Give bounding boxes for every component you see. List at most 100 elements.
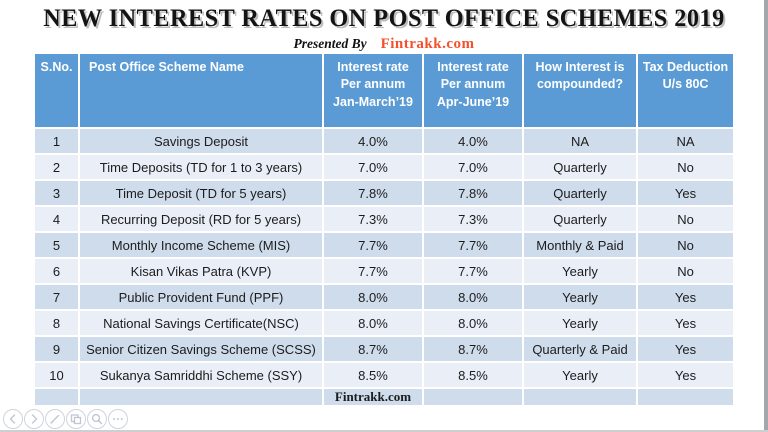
footer-cell — [33, 387, 80, 407]
rate-jan-cell: 7.8% — [322, 179, 424, 207]
tax-cell: Yes — [636, 335, 735, 363]
table-row: 1 Savings Deposit 4.0% 4.0% NA NA — [33, 127, 735, 155]
footer-cell — [422, 387, 524, 407]
table-header-row: S.No. Post Office Scheme Name Interest r… — [33, 52, 735, 129]
sno-cell: 7 — [33, 283, 80, 311]
rate-jan-cell: 8.5% — [322, 361, 424, 389]
next-slide-button[interactable] — [24, 409, 44, 429]
rate-apr-cell: 8.0% — [422, 309, 524, 337]
tax-cell: Yes — [636, 309, 735, 337]
tax-cell: NA — [636, 127, 735, 155]
header-scheme-name: Post Office Scheme Name — [78, 52, 324, 129]
sno-cell: 2 — [33, 153, 80, 181]
presented-by-text: Presented By — [293, 36, 367, 51]
table-row: 7 Public Provident Fund (PPF) 8.0% 8.0% … — [33, 283, 735, 311]
rate-apr-cell: 7.7% — [422, 257, 524, 285]
header-rate-jan-march: Interest rate Per annum Jan-March’19 — [322, 52, 424, 129]
window-edge-right — [764, 0, 768, 432]
tax-cell: No — [636, 153, 735, 181]
compounding-cell: Quarterly — [522, 153, 638, 181]
presented-by-line: Presented By Fintrakk.com — [0, 35, 768, 53]
chevron-right-icon — [24, 409, 44, 429]
scheme-name-cell: National Savings Certificate(NSC) — [78, 309, 324, 337]
header-sno: S.No. — [33, 52, 80, 129]
zoom-into-slide-button[interactable] — [87, 409, 107, 429]
scheme-name-cell: Senior Citizen Savings Scheme (SCSS) — [78, 335, 324, 363]
footer-cell — [78, 387, 324, 407]
slides-stack-icon — [66, 409, 86, 429]
rate-jan-cell: 7.7% — [322, 231, 424, 259]
sno-cell: 6 — [33, 257, 80, 285]
compounding-cell: Quarterly — [522, 179, 638, 207]
table-row: 4 Recurring Deposit (RD for 5 years) 7.3… — [33, 205, 735, 233]
footer-brand-cell: Fintrakk.com — [322, 387, 424, 407]
sno-cell: 8 — [33, 309, 80, 337]
sno-cell: 5 — [33, 231, 80, 259]
header-rate-apr-june: Interest rate Per annum Apr-June’19 — [422, 52, 524, 129]
page-title: NEW INTEREST RATES ON POST OFFICE SCHEME… — [43, 5, 725, 32]
rate-apr-cell: 8.0% — [422, 283, 524, 311]
compounding-cell: Yearly — [522, 283, 638, 311]
rates-table: S.No. Post Office Scheme Name Interest r… — [33, 52, 735, 407]
tax-cell: No — [636, 205, 735, 233]
sno-cell: 1 — [33, 127, 80, 155]
compounding-cell: Quarterly & Paid — [522, 335, 638, 363]
scheme-name-cell: Kisan Vikas Patra (KVP) — [78, 257, 324, 285]
tax-cell: Yes — [636, 179, 735, 207]
scheme-name-cell: Public Provident Fund (PPF) — [78, 283, 324, 311]
rate-jan-cell: 8.0% — [322, 283, 424, 311]
table-row: 10 Sukanya Samriddhi Scheme (SSY) 8.5% 8… — [33, 361, 735, 389]
rate-apr-cell: 4.0% — [422, 127, 524, 155]
table-row: 9 Senior Citizen Savings Scheme (SCSS) 8… — [33, 335, 735, 363]
tax-cell: Yes — [636, 361, 735, 389]
scheme-name-cell: Sukanya Samriddhi Scheme (SSY) — [78, 361, 324, 389]
compounding-cell: Yearly — [522, 309, 638, 337]
compounding-cell: Yearly — [522, 361, 638, 389]
compounding-cell: Quarterly — [522, 205, 638, 233]
header-compounding: How Interest is compounded? — [522, 52, 638, 129]
table-row: 5 Monthly Income Scheme (MIS) 7.7% 7.7% … — [33, 231, 735, 259]
sno-cell: 4 — [33, 205, 80, 233]
previous-slide-button[interactable] — [3, 409, 23, 429]
scheme-name-cell: Monthly Income Scheme (MIS) — [78, 231, 324, 259]
sno-cell: 3 — [33, 179, 80, 207]
table-row: 6 Kisan Vikas Patra (KVP) 7.7% 7.7% Year… — [33, 257, 735, 285]
table-row: 3 Time Deposit (TD for 5 years) 7.8% 7.8… — [33, 179, 735, 207]
tax-cell: No — [636, 257, 735, 285]
rate-apr-cell: 7.8% — [422, 179, 524, 207]
scheme-name-cell: Savings Deposit — [78, 127, 324, 155]
rate-jan-cell: 8.0% — [322, 309, 424, 337]
sno-cell: 10 — [33, 361, 80, 389]
rate-jan-cell: 8.7% — [322, 335, 424, 363]
window-edge-bottom — [0, 430, 768, 432]
pen-tools-button[interactable] — [45, 409, 65, 429]
tax-cell: Yes — [636, 283, 735, 311]
scheme-name-cell: Recurring Deposit (RD for 5 years) — [78, 205, 324, 233]
brand-text: Fintrakk.com — [380, 36, 475, 52]
sno-cell: 9 — [33, 335, 80, 363]
table-footer-row: Fintrakk.com — [33, 387, 735, 407]
magnifier-icon — [87, 409, 107, 429]
scheme-name-cell: Time Deposit (TD for 5 years) — [78, 179, 324, 207]
scheme-name-cell: Time Deposits (TD for 1 to 3 years) — [78, 153, 324, 181]
ellipsis-icon — [108, 409, 128, 429]
table-row: 2 Time Deposits (TD for 1 to 3 years) 7.… — [33, 153, 735, 181]
rate-apr-cell: 8.7% — [422, 335, 524, 363]
rate-apr-cell: 7.7% — [422, 231, 524, 259]
rate-jan-cell: 7.7% — [322, 257, 424, 285]
rate-jan-cell: 4.0% — [322, 127, 424, 155]
header-tax-deduction: Tax Deduction U/s 80C — [636, 52, 735, 129]
compounding-cell: Monthly & Paid — [522, 231, 638, 259]
rate-jan-cell: 7.3% — [322, 205, 424, 233]
table-row: 8 National Savings Certificate(NSC) 8.0%… — [33, 309, 735, 337]
see-all-slides-button[interactable] — [66, 409, 86, 429]
more-options-button[interactable] — [108, 409, 128, 429]
footer-cell — [522, 387, 638, 407]
rate-jan-cell: 7.0% — [322, 153, 424, 181]
compounding-cell: Yearly — [522, 257, 638, 285]
chevron-left-icon — [3, 409, 23, 429]
pen-icon — [45, 409, 65, 429]
compounding-cell: NA — [522, 127, 638, 155]
rate-apr-cell: 7.0% — [422, 153, 524, 181]
footer-cell — [636, 387, 735, 407]
